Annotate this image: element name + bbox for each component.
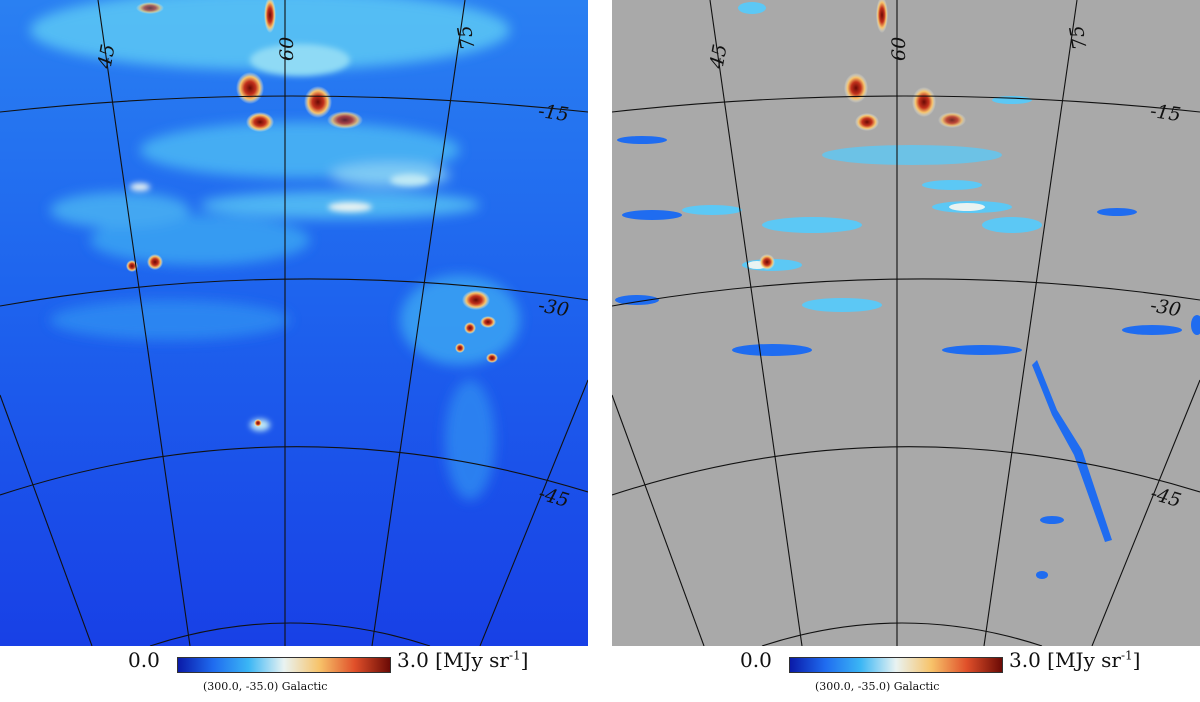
right-colorbar-footer: 0.0 3.0 [MJy sr-1] (300.0, -35.0) Galact… xyxy=(612,646,1200,702)
lon-label-60: 60 xyxy=(276,37,298,61)
colorbar-min-label: 0.0 xyxy=(128,648,160,672)
colorbar-max-label: 3.0 [MJy sr-1] xyxy=(397,648,529,672)
left-map-panel: 45 60 75 -15 -30 -45 xyxy=(0,0,589,647)
lon-label-75: 75 xyxy=(1066,24,1092,52)
left-map-image: 45 60 75 -15 -30 -45 xyxy=(0,0,589,647)
lat-label-15: -15 xyxy=(537,100,570,126)
left-colorbar-footer: 0.0 3.0 [MJy sr-1] (300.0, -35.0) Galact… xyxy=(0,646,588,702)
colorbar xyxy=(789,657,1003,673)
colorbar xyxy=(177,657,391,673)
lon-label-75: 75 xyxy=(454,24,480,52)
projection-label: (300.0, -35.0) Galactic xyxy=(203,680,328,693)
longitude-labels-right: 45 60 75 xyxy=(706,24,1092,71)
dense-clumps xyxy=(126,0,498,427)
right-map-panel: 45 60 75 -15 -30 -45 xyxy=(611,0,1200,647)
lon-label-45: 45 xyxy=(94,42,120,71)
lat-label-30: -30 xyxy=(1149,294,1183,321)
longitude-labels: 45 60 75 xyxy=(94,24,480,71)
colorbar-max-label: 3.0 [MJy sr-1] xyxy=(1009,648,1141,672)
unmasked-emission xyxy=(615,0,1200,579)
lat-label-15: -15 xyxy=(1149,100,1182,126)
colorbar-min-label: 0.0 xyxy=(740,648,772,672)
graticule xyxy=(0,0,589,647)
lon-label-60: 60 xyxy=(888,37,910,61)
graticule-right xyxy=(611,0,1200,647)
lat-label-30: -30 xyxy=(537,294,571,321)
lon-label-45: 45 xyxy=(706,42,732,71)
projection-label: (300.0, -35.0) Galactic xyxy=(815,680,940,693)
right-map-image: 45 60 75 -15 -30 -45 xyxy=(611,0,1200,647)
masked-background xyxy=(612,0,1200,646)
